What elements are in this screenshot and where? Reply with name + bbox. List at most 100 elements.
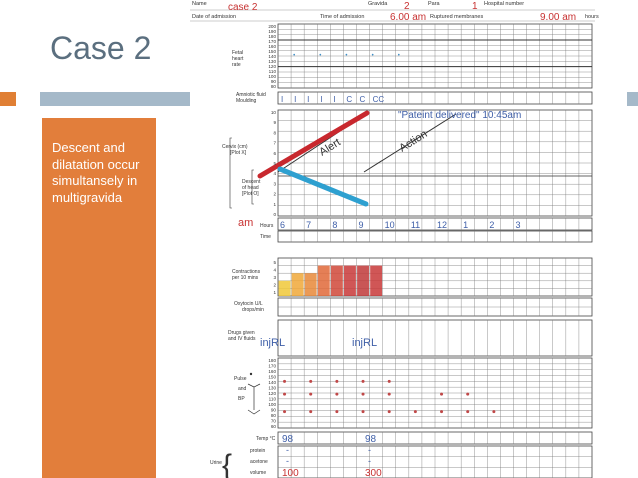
cervix-bracket [229, 137, 254, 209]
fhr-mark: • [372, 53, 374, 59]
fhr-mark: • [398, 53, 400, 59]
acetone-entry-2: - [368, 456, 371, 466]
urine-grid [277, 445, 593, 478]
reference-lines: Alert Action [277, 113, 457, 173]
cervix-grid [277, 109, 593, 217]
pulse-tick-label: 150 [268, 375, 276, 380]
pulse-lower-dot [466, 410, 470, 414]
time-label: Time [260, 234, 271, 240]
fhr-grid [277, 23, 593, 89]
slide-body-text: Descent and dilatation occur simultansel… [52, 140, 140, 205]
cervix-plot-label: [Plot X] [230, 150, 247, 156]
cervix-tick-label: 8 [273, 130, 276, 135]
title-decoration-bar [40, 92, 190, 106]
descent-of-head-line [277, 166, 369, 207]
volume-entry-2: 300 [365, 468, 382, 478]
pulse-tick-label: 80 [271, 413, 277, 418]
header-handwriting: case 2 2 1 6.00 am 9.00 am [228, 1, 576, 23]
pulse-tick-label: 180 [268, 358, 276, 363]
cervix-tick-label: 9 [273, 120, 276, 125]
descent-head-label: of head [242, 185, 259, 191]
moulding-label: Moulding [236, 98, 257, 104]
temp-grid [277, 431, 593, 445]
tick-labels: 2001901801701601501401301201101009080109… [268, 24, 276, 429]
descent-plot-label: [Plot O] [242, 191, 259, 197]
chart-handwriting: "Pateint delivered" 10:45am am injRL inj… [238, 110, 521, 478]
temp-entry-1: 98 [282, 434, 294, 445]
protein-label: protein [250, 448, 266, 454]
cervix-tick-label: 0 [273, 212, 276, 217]
contraction-tick-label: 1 [273, 290, 276, 295]
bp-dot [361, 392, 365, 396]
pulse-dot [283, 379, 287, 383]
am-annotation: am [238, 217, 253, 229]
cervix-tick-label: 4 [273, 171, 276, 176]
ruptured-membranes-label: Ruptured membranes [430, 14, 483, 20]
oxytocin-grid [277, 297, 593, 317]
iv-fluids-label: and IV fluids [228, 336, 256, 342]
pulse-grid [277, 357, 593, 429]
partograph-header: Name Gravida Para Hospital number Date o… [190, 1, 599, 22]
gravida-entry: 2 [404, 1, 410, 12]
ruptured-membranes-entry: 9.00 am [540, 12, 576, 23]
drugs-label: Drugs given [228, 330, 255, 336]
pulse-tick-label: 90 [271, 408, 277, 413]
contraction-tick-label: 4 [273, 268, 276, 273]
pulse-lower-dot [413, 410, 417, 414]
delivered-annotation: "Pateint delivered" 10:45am [398, 110, 521, 121]
urine-label: Urine [210, 460, 222, 466]
hour-number: 9 [359, 220, 364, 230]
hospital-number-label: Hospital number [484, 1, 524, 7]
para-label: Para [428, 1, 441, 7]
moulding-mark: I [281, 95, 283, 104]
fhr-tick-label: 90 [271, 79, 277, 84]
volume-label: volume [250, 470, 266, 476]
cervix-tick-label: 6 [273, 151, 276, 156]
hour-number: 10 [385, 220, 395, 230]
case-name-entry: case 2 [228, 2, 258, 13]
bp-label: BP [238, 396, 245, 402]
cervix-tick-label: 7 [273, 141, 276, 146]
temp-label: Temp °C [256, 436, 276, 442]
cervix-tick-label: 3 [273, 181, 276, 186]
pulse-tick-label: 100 [268, 402, 276, 407]
fhr-tick-label: 130 [268, 59, 276, 64]
contraction-tick-label: 3 [273, 275, 276, 280]
pulse-and-label: and [238, 386, 247, 392]
temp-entry-2: 98 [365, 434, 377, 445]
fhr-tick-label: 160 [268, 44, 276, 49]
pulse-tick-label: 140 [268, 380, 276, 385]
pulse-dot [335, 379, 339, 383]
plotted-marks: • • • • •I I I I I C C CC6 7 8 9 10 11 12 1 2 3 [278, 53, 521, 414]
right-decoration-bar [627, 92, 638, 106]
hours-suffix-label: hours [585, 14, 599, 20]
slide-title: Case 2 [50, 30, 152, 66]
gravida-label: Gravida [368, 1, 388, 7]
pulse-dot [309, 379, 313, 383]
fhr-tick-label: 180 [268, 34, 276, 39]
moulding-mark: CC [373, 95, 385, 104]
fhr-label-2: heart [232, 56, 244, 62]
pulse-tick-label: 70 [271, 419, 277, 424]
fhr-tick-label: 110 [269, 69, 277, 74]
fhr-mark: • [345, 53, 347, 59]
hour-number: 2 [489, 220, 494, 230]
hour-number: 12 [437, 220, 447, 230]
contraction-bar [278, 280, 291, 296]
contraction-bar [370, 265, 383, 296]
para-entry: 1 [472, 1, 478, 12]
fhr-tick-label: 200 [268, 24, 276, 29]
pulse-lower-dot [361, 410, 365, 414]
bp-dot [309, 392, 313, 396]
partograph-chart: Name Gravida Para Hospital number Date o… [190, 1, 599, 478]
cervix-tick-label: 5 [273, 161, 276, 166]
hour-number: 7 [306, 220, 311, 230]
fhr-mark: • [293, 53, 295, 59]
bp-arrow-key [247, 383, 261, 415]
action-line-label: Action [397, 128, 429, 154]
pulse-dot-key [249, 372, 253, 376]
name-label: Name [192, 1, 207, 7]
hours-grid [277, 217, 593, 231]
cervix-tick-label: 10 [271, 110, 277, 115]
fhr-tick-label: 150 [268, 49, 276, 54]
